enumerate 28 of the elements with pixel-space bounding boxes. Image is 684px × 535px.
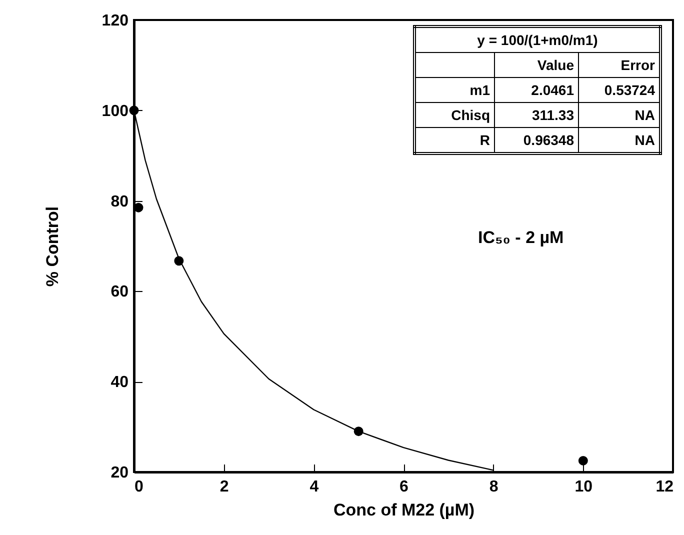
y-tick-label: 100: [102, 102, 129, 120]
annotation: Chisq: [414, 102, 494, 128]
annotation: Value: [494, 52, 578, 78]
annotation: IC₅₀ - 2 µM: [478, 228, 564, 248]
x-tick-label: 4: [310, 478, 319, 496]
x-tick-label: 10: [574, 478, 593, 496]
annotation: 0.96348: [494, 128, 578, 154]
x-tick-label: 2: [220, 478, 229, 496]
annotation: 311.33: [494, 102, 578, 128]
y-tick-label: 20: [110, 464, 129, 482]
annotation: 2.0461: [494, 78, 578, 102]
x-tick-label: 8: [489, 478, 498, 496]
y-tick-label: 40: [110, 374, 129, 392]
annotation: R: [414, 128, 494, 154]
y-tick-label: 80: [110, 193, 129, 210]
x-tick-label: 12: [656, 478, 674, 496]
annotation: m1: [414, 78, 494, 102]
annotation: NA: [578, 128, 660, 154]
x-tick-label: 6: [400, 478, 409, 496]
y-tick-label: 60: [110, 284, 129, 301]
y-axis-title: % Control: [42, 206, 62, 287]
annotation: Error: [578, 52, 660, 78]
annotation: 0.53724: [578, 78, 660, 102]
annotation: NA: [578, 102, 660, 128]
annotation: y = 100/(1+m0/m1): [414, 26, 660, 52]
x-axis-title: Conc of M22 (µM): [333, 500, 475, 520]
x-tick-label: 0: [134, 478, 144, 496]
y-tick-label: 120: [102, 12, 129, 30]
